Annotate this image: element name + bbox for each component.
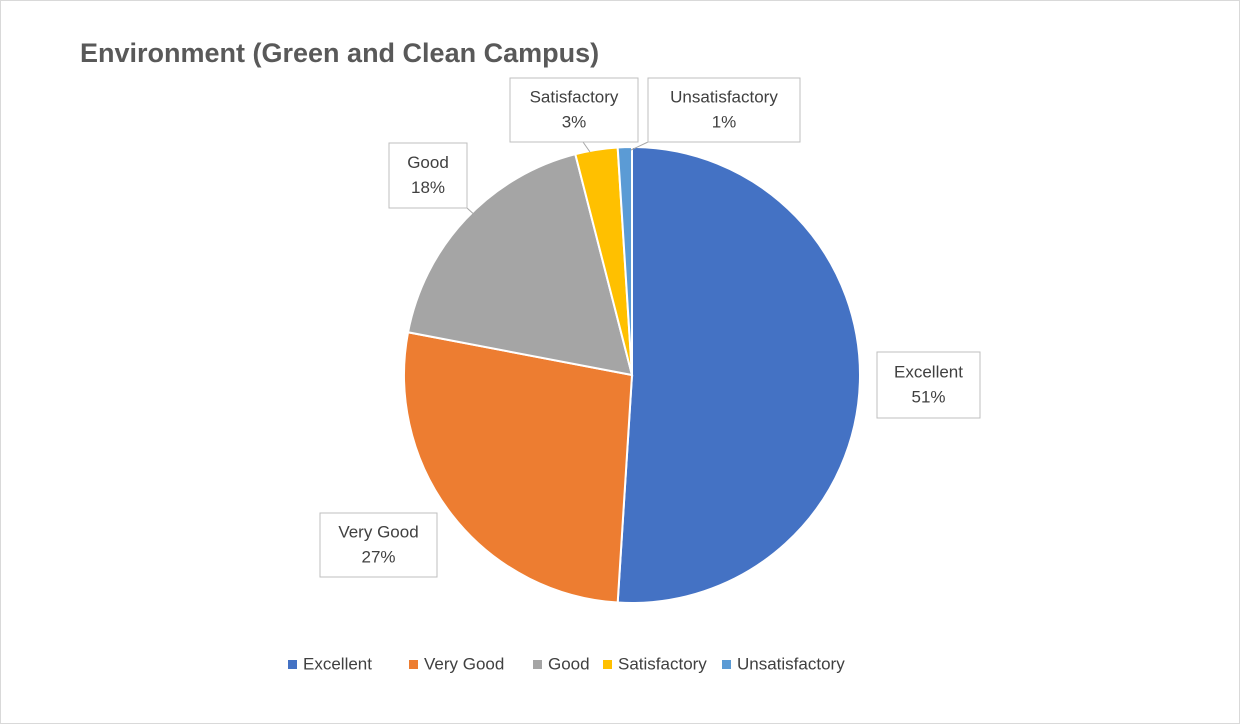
- data-label-box: [319, 512, 438, 578]
- data-label-category: Good: [407, 153, 449, 172]
- data-label-value: 1%: [712, 112, 737, 131]
- data-label-category: Excellent: [894, 362, 963, 381]
- leader-line: [582, 141, 591, 153]
- data-label-box: [647, 77, 801, 143]
- legend-swatch: [409, 660, 418, 669]
- chart-title: Environment (Green and Clean Campus): [80, 38, 599, 68]
- data-label-box: [509, 77, 639, 143]
- leader-line: [466, 207, 479, 219]
- legend-label: Good: [548, 654, 590, 673]
- legend-swatch: [603, 660, 612, 669]
- data-label-box: [876, 351, 981, 419]
- data-label-category: Unsatisfactory: [670, 87, 778, 106]
- pie-slice: [406, 152, 634, 377]
- legend-swatch: [533, 660, 542, 669]
- legend-label: Very Good: [424, 654, 504, 673]
- pie-slice: [616, 145, 861, 604]
- data-label-category: Satisfactory: [530, 87, 619, 106]
- data-label-value: 18%: [411, 178, 445, 197]
- data-label-value: 27%: [361, 547, 395, 566]
- legend-label: Unsatisfactory: [737, 654, 845, 673]
- data-label-value: 3%: [562, 112, 587, 131]
- pie-slice: [403, 331, 634, 604]
- data-label-category: Very Good: [338, 522, 418, 541]
- legend-swatch: [722, 660, 731, 669]
- legend-swatch: [288, 660, 297, 669]
- data-label-box: [388, 142, 468, 209]
- legend-label: Excellent: [303, 654, 372, 673]
- leader-line: [630, 141, 649, 151]
- pie-slice: [616, 145, 633, 376]
- legend-label: Satisfactory: [618, 654, 707, 673]
- data-label-value: 51%: [911, 387, 945, 406]
